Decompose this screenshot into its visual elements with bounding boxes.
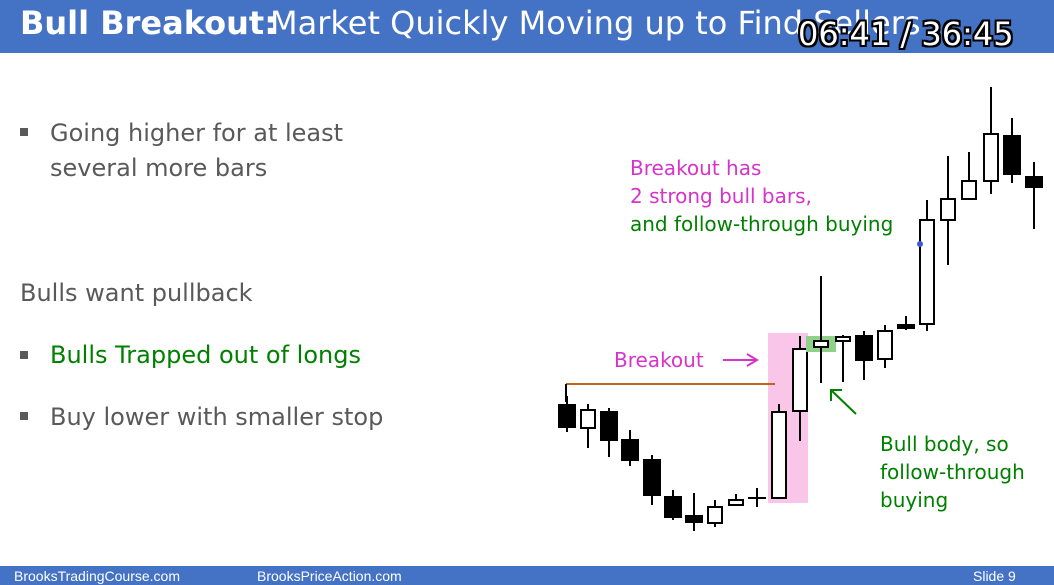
slide-title: Market Quickly Moving up to Find Sellers: [270, 4, 921, 42]
bull-body-note-line-2: follow-through: [880, 460, 1025, 484]
footer-bar: [0, 566, 1054, 585]
footer-site-1: BrooksTradingCourse.com: [14, 568, 180, 584]
breakout-note-line-2: 2 strong bull bars,: [630, 184, 812, 208]
slide-title-bold: Bull Breakout:: [20, 4, 277, 42]
cursor-dot: [917, 241, 923, 247]
bull-body-arrow: [831, 390, 857, 415]
breakout-label: Breakout: [614, 348, 704, 372]
bullet-text-1: Going higher for at least: [50, 119, 344, 147]
section-label: Bulls want pullback: [20, 279, 253, 307]
bullet-text-1-cont: several more bars: [50, 154, 268, 182]
title-bar: [0, 0, 1054, 53]
slide-number: Slide 9: [973, 568, 1016, 584]
bull-body-note-line-3: buying: [880, 488, 949, 512]
bullet-marker: [20, 351, 28, 359]
bullet-text-2: Bulls Trapped out of longs: [50, 341, 361, 369]
breakout-note-line-1: Breakout has: [630, 156, 762, 180]
bullet-text-3: Buy lower with smaller stop: [50, 403, 384, 431]
video-timer: 06:41 / 36:45: [798, 15, 1014, 53]
bullet-marker: [20, 412, 28, 420]
candles: [558, 87, 1043, 531]
bull-body-note-line-1: Bull body, so: [880, 432, 1009, 456]
footer-site-2: BrooksPriceAction.com: [257, 568, 402, 584]
breakout-note-line-3: and follow-through buying: [630, 212, 894, 236]
bullet-marker: [20, 128, 28, 136]
